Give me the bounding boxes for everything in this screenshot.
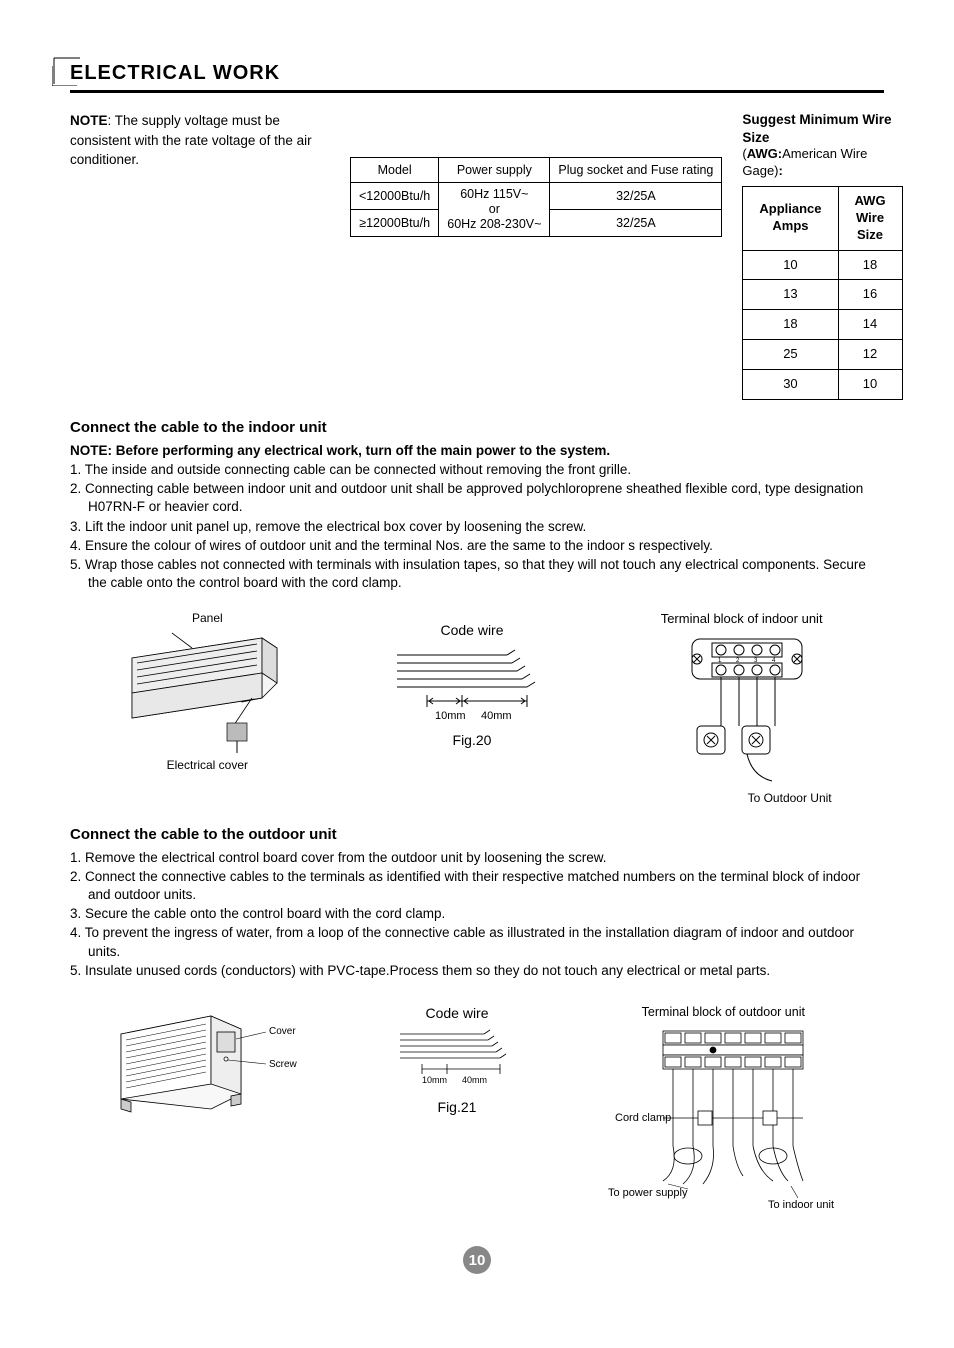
wire-size-sub: (AWG:American Wire Gage): — [742, 146, 902, 180]
indoor-note: NOTE: Before performing any electrical w… — [70, 442, 884, 460]
svg-text:Screw: Screw — [269, 1059, 298, 1070]
svg-text:⊗: ⊗ — [690, 1036, 696, 1043]
outdoor-steps: 1. Remove the electrical control board c… — [70, 849, 884, 981]
page-number: 10 — [463, 1246, 491, 1274]
svg-text:⊗: ⊗ — [750, 1060, 756, 1067]
svg-text:10mm: 10mm — [435, 710, 466, 722]
indoor-unit-icon — [112, 628, 302, 758]
svg-text:40mm: 40mm — [481, 710, 512, 722]
svg-text:4: 4 — [791, 1048, 795, 1055]
svg-text:⊗: ⊗ — [710, 1036, 716, 1043]
svg-text:Cord clamp: Cord clamp — [615, 1112, 671, 1124]
svg-text:⊗: ⊗ — [770, 1036, 776, 1043]
svg-text:Cover: Cover — [269, 1026, 296, 1037]
svg-text:To indoor unit: To indoor unit — [768, 1199, 834, 1211]
supply-note: NOTE: The supply voltage must be consist… — [70, 111, 320, 400]
svg-text:⊗: ⊗ — [702, 1114, 709, 1123]
code-wire-small-icon: 10mm 40mm — [392, 1026, 522, 1086]
svg-text:⊗: ⊗ — [730, 1036, 736, 1043]
svg-text:⊗: ⊗ — [670, 1036, 676, 1043]
outdoor-unit-icon: Cover Screw — [111, 1004, 311, 1134]
svg-text:⊗: ⊗ — [690, 1060, 696, 1067]
svg-text:⊗: ⊗ — [770, 1060, 776, 1067]
indoor-header: Connect the cable to the indoor unit — [70, 418, 884, 438]
svg-text:⊗: ⊗ — [750, 1036, 756, 1043]
svg-text:1: 1 — [731, 1048, 735, 1055]
model-table: Model Power supply Plug socket and Fuse … — [350, 157, 722, 237]
fig21-row: Cover Screw Code wire — [70, 1004, 884, 1216]
svg-text:3: 3 — [771, 1048, 775, 1055]
outdoor-header: Connect the cable to the outdoor unit — [70, 825, 884, 845]
svg-text:10mm: 10mm — [422, 1075, 447, 1085]
wire-size-table: Appliance AmpsAWG Wire Size 1018 1316 18… — [742, 186, 902, 400]
svg-text:⊗: ⊗ — [710, 1060, 716, 1067]
svg-text:N: N — [691, 1048, 696, 1055]
indoor-steps: 1. The inside and outside connecting cab… — [70, 461, 884, 593]
fig20-row: Panel Electrical cover — [70, 611, 884, 807]
outdoor-terminal-icon: ⊗ ⊗ ⊗ ⊗ ⊗ ⊗ ⊗ L N 1 2 3 4 — [603, 1026, 843, 1216]
code-wire-diagram-icon: 10mm 40mm — [387, 645, 557, 725]
indoor-terminal-icon: 1 2 3 4 — [642, 631, 842, 791]
svg-text:⊗: ⊗ — [670, 1060, 676, 1067]
svg-text:⊗: ⊗ — [767, 1114, 774, 1123]
svg-text:2: 2 — [751, 1048, 755, 1055]
svg-text:L: L — [671, 1048, 675, 1055]
svg-text:To power supply: To power supply — [608, 1187, 688, 1199]
svg-text:⊗: ⊗ — [730, 1060, 736, 1067]
svg-text:40mm: 40mm — [462, 1075, 487, 1085]
wire-size-title: Suggest Minimum Wire Size — [742, 111, 902, 146]
svg-text:⊗: ⊗ — [790, 1060, 796, 1067]
section-title: ELECTRICAL WORK — [70, 60, 884, 93]
svg-text:⊗: ⊗ — [790, 1036, 796, 1043]
